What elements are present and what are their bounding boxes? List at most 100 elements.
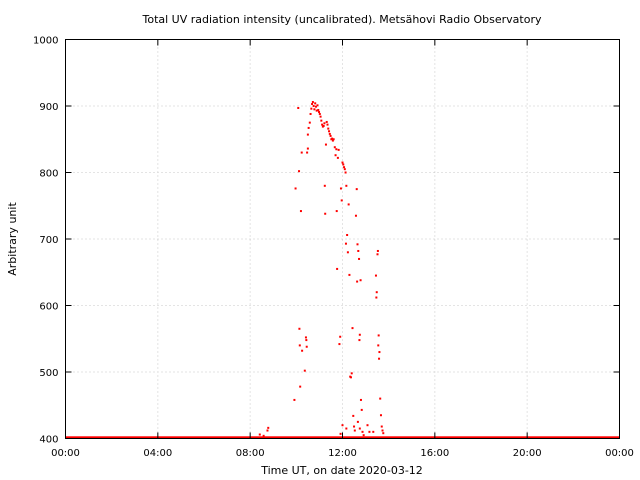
data-point: [358, 333, 361, 336]
data-point: [343, 168, 346, 171]
data-point: [341, 161, 344, 164]
data-point: [350, 372, 353, 375]
x-tick-label: 20:00: [513, 448, 542, 459]
data-point: [262, 434, 265, 437]
x-tick-label: 04:00: [143, 448, 172, 459]
data-points: [258, 101, 385, 437]
data-point: [344, 242, 347, 245]
data-point: [311, 103, 314, 106]
data-point: [355, 188, 358, 191]
data-point: [338, 343, 341, 346]
data-point: [313, 108, 316, 111]
x-tick-label: 08:00: [236, 448, 265, 459]
data-point: [267, 426, 270, 429]
data-point: [317, 108, 320, 111]
data-point: [299, 385, 302, 388]
data-point: [339, 432, 342, 435]
data-point: [347, 203, 350, 206]
data-point: [306, 151, 309, 154]
data-point: [293, 398, 296, 401]
data-point: [342, 163, 345, 166]
y-tick-label: 500: [39, 368, 58, 379]
data-point: [315, 109, 318, 112]
data-point: [346, 234, 349, 237]
data-point: [294, 187, 297, 190]
data-point: [323, 122, 326, 125]
data-point: [372, 430, 375, 433]
data-point: [327, 127, 330, 130]
data-point: [351, 327, 354, 330]
data-point: [358, 427, 361, 430]
x-tick-labels: 00:00 04:00 08:00 12:00 16:00 20:00 00:00: [51, 448, 634, 459]
data-point: [333, 146, 336, 149]
data-point: [368, 430, 371, 433]
x-axis-label: Time UT, on date 2020-03-12: [260, 464, 423, 477]
data-point: [332, 138, 335, 141]
data-point: [305, 345, 308, 348]
data-point: [344, 171, 347, 174]
data-point: [375, 291, 378, 294]
data-point: [348, 273, 351, 276]
y-tick-label: 900: [39, 102, 58, 113]
data-point: [314, 105, 317, 108]
y-tick-labels: 400 500 600 700 800 900 1000: [33, 36, 58, 446]
data-point: [258, 433, 261, 436]
data-point: [381, 429, 384, 432]
data-point: [349, 376, 352, 379]
y-tick-label: 1000: [33, 36, 58, 47]
data-point: [326, 123, 329, 126]
data-point: [374, 274, 377, 277]
data-point: [359, 398, 362, 401]
data-point: [339, 187, 342, 190]
data-point: [301, 349, 304, 352]
x-tick-label: 00:00: [51, 448, 80, 459]
data-point: [321, 123, 324, 126]
data-point: [353, 425, 356, 428]
data-point: [336, 267, 339, 270]
data-point: [319, 115, 322, 118]
data-point: [378, 357, 381, 360]
data-point: [346, 251, 349, 254]
data-point: [358, 339, 361, 342]
data-point: [361, 430, 364, 433]
data-point: [377, 334, 380, 337]
data-point: [359, 279, 362, 282]
data-point: [379, 414, 382, 417]
x-tick-label: 12:00: [328, 448, 357, 459]
data-point: [345, 427, 348, 430]
data-point: [322, 124, 325, 127]
axis-ticks: [65, 39, 620, 439]
data-point: [331, 139, 334, 142]
data-point: [297, 106, 300, 109]
data-point: [306, 133, 309, 136]
data-point: [352, 414, 355, 417]
data-point: [314, 102, 317, 105]
data-point: [345, 184, 348, 187]
data-point: [305, 339, 308, 342]
data-point: [298, 327, 301, 330]
data-point: [375, 296, 378, 299]
data-point: [376, 249, 379, 252]
data-point: [316, 104, 319, 107]
data-point: [360, 408, 363, 411]
data-point: [325, 120, 328, 123]
data-point: [340, 199, 343, 202]
data-point: [323, 184, 326, 187]
data-point: [308, 121, 311, 124]
data-point: [310, 107, 313, 110]
data-point: [318, 110, 321, 113]
y-tick-label: 700: [39, 235, 58, 246]
y-tick-label: 600: [39, 302, 58, 313]
data-point: [378, 351, 381, 354]
data-point: [341, 424, 344, 427]
data-point: [328, 130, 331, 133]
data-point: [309, 112, 312, 115]
data-point: [362, 434, 365, 437]
data-point: [311, 101, 314, 104]
data-point: [356, 280, 359, 283]
data-point: [307, 126, 310, 129]
data-point: [303, 369, 306, 372]
data-point: [358, 257, 361, 260]
data-point: [334, 154, 337, 157]
